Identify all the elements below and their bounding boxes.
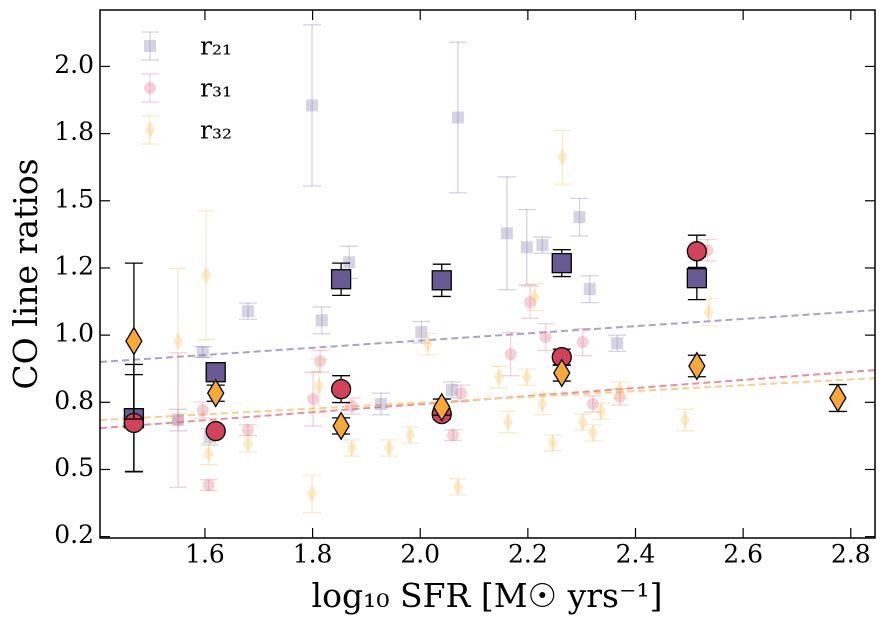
point xyxy=(529,288,540,306)
x-tick-label: 2.8 xyxy=(831,540,871,569)
point xyxy=(686,268,708,289)
point xyxy=(504,348,517,361)
point xyxy=(307,393,320,406)
y-tick-label: 0.8 xyxy=(54,386,94,415)
point xyxy=(374,397,387,410)
y-tick-label: 1.8 xyxy=(54,117,94,146)
point xyxy=(573,211,586,224)
point xyxy=(330,269,352,290)
point xyxy=(315,314,328,327)
y-tick-label: 2.0 xyxy=(54,50,94,79)
point xyxy=(703,303,714,321)
point xyxy=(686,241,708,262)
point xyxy=(314,377,325,395)
point xyxy=(613,390,626,403)
x-tick-label: 2.4 xyxy=(616,540,656,569)
point xyxy=(202,479,215,492)
point xyxy=(422,335,433,353)
point xyxy=(433,392,451,422)
point xyxy=(242,423,255,436)
legend-label: r₃₂ xyxy=(200,116,232,145)
point xyxy=(431,270,452,291)
point xyxy=(242,435,254,453)
point xyxy=(587,424,599,442)
point xyxy=(404,426,416,444)
fit-line xyxy=(99,309,876,363)
point xyxy=(577,413,588,431)
point xyxy=(553,358,571,388)
x-axis-label: log₁₀ SFR [M☉ yrs⁻¹] xyxy=(312,576,663,615)
point xyxy=(614,381,625,399)
point xyxy=(205,420,226,442)
legend-marker xyxy=(144,121,156,139)
legend-label: r₂₁ xyxy=(200,32,232,61)
point xyxy=(521,368,532,386)
point xyxy=(125,326,143,356)
point xyxy=(346,439,357,457)
point xyxy=(539,331,552,344)
point xyxy=(679,411,691,429)
point xyxy=(200,266,212,284)
point xyxy=(502,413,513,431)
plot-frame xyxy=(99,9,876,539)
legend-label: r₃₁ xyxy=(200,74,232,103)
point xyxy=(551,252,572,274)
point xyxy=(345,400,358,413)
point xyxy=(447,429,460,442)
y-tick-label: 0.5 xyxy=(54,453,94,482)
x-tick-label: 2.6 xyxy=(723,540,763,569)
point xyxy=(829,383,847,413)
point xyxy=(206,378,225,408)
y-tick-label: 0.2 xyxy=(54,520,94,549)
point xyxy=(583,283,596,296)
point xyxy=(203,445,214,463)
point xyxy=(172,332,184,350)
point xyxy=(383,439,395,457)
point xyxy=(536,239,549,252)
x-tick-label: 2.0 xyxy=(400,540,440,569)
point xyxy=(196,404,209,417)
legend-marker xyxy=(144,82,156,94)
legend-marker xyxy=(144,40,156,52)
point xyxy=(332,411,350,441)
point xyxy=(557,148,568,166)
point xyxy=(306,99,319,112)
point xyxy=(451,111,464,124)
point xyxy=(688,351,706,381)
x-tick-label: 1.6 xyxy=(185,540,225,569)
point xyxy=(611,337,624,350)
y-tick-label: 1.2 xyxy=(54,251,94,280)
point xyxy=(547,434,558,452)
point xyxy=(452,478,463,496)
point xyxy=(314,355,327,368)
fit-line xyxy=(99,377,876,422)
point xyxy=(500,227,513,240)
x-tick-label: 1.8 xyxy=(293,540,333,569)
point xyxy=(343,256,356,269)
point xyxy=(576,336,589,349)
point xyxy=(524,296,537,309)
point xyxy=(455,387,468,400)
point xyxy=(307,485,318,503)
point xyxy=(172,414,185,427)
point xyxy=(330,378,352,400)
point xyxy=(520,241,533,254)
x-tick-label: 2.2 xyxy=(508,540,548,569)
point xyxy=(415,326,428,339)
point xyxy=(196,346,209,359)
point xyxy=(242,305,255,318)
point xyxy=(537,395,548,413)
y-axis-label: CO line ratios xyxy=(6,158,45,389)
point xyxy=(596,402,607,420)
point xyxy=(445,383,458,396)
point xyxy=(586,397,599,410)
point xyxy=(172,414,185,427)
y-tick-label: 1.0 xyxy=(54,319,94,348)
y-tick-label: 1.5 xyxy=(54,184,94,213)
point xyxy=(493,368,504,386)
